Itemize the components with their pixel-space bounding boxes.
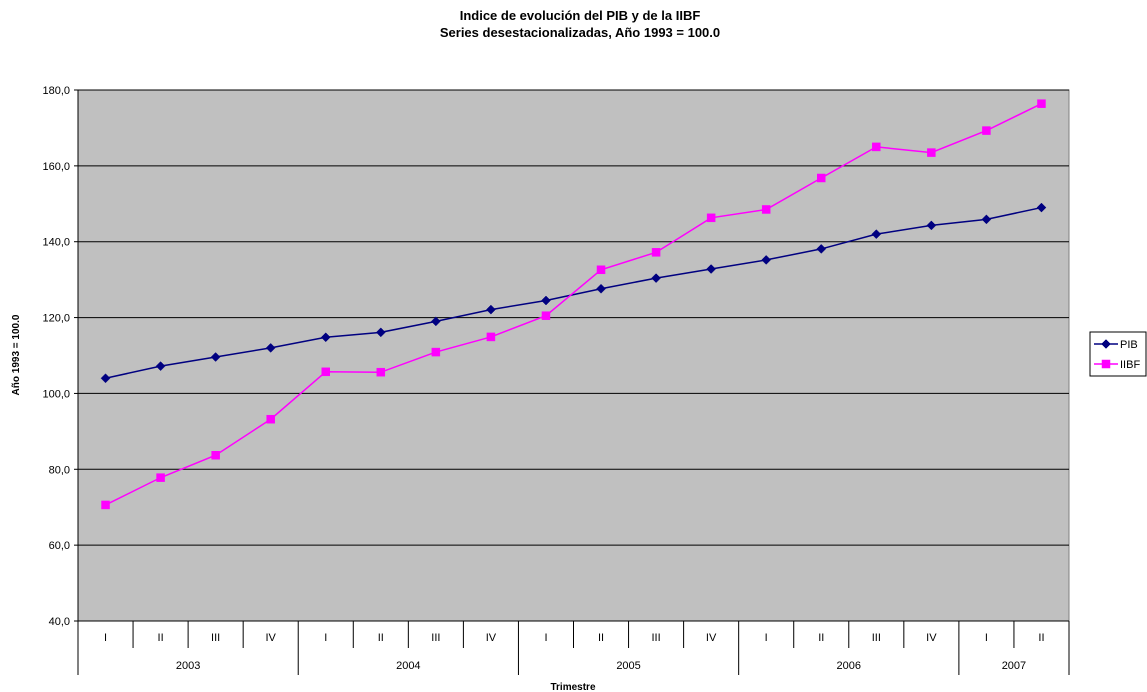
data-point-pib [155,361,166,371]
data-point-iibf [266,414,275,424]
x-axis-title: Trimestre [550,682,595,692]
x-tick-label: II [598,632,604,644]
series-iibf [101,99,1046,510]
data-point-pib [926,220,937,231]
y-tick-label: 60,0 [49,540,70,552]
legend-marker-iibf [1101,359,1111,369]
data-point-iibf [101,500,110,510]
data-point-iibf [651,248,661,257]
data-point-iibf [706,213,716,223]
legend-marker-pib [1101,339,1111,349]
x-tick-label: III [431,632,440,644]
data-point-pib [706,264,716,274]
x-tick-label: II [378,632,384,644]
data-point-pib [541,295,551,306]
y-tick-label: 40,0 [49,616,70,628]
data-point-pib [265,343,276,353]
y-tick-label: 140,0 [42,237,70,249]
year-label: 2003 [176,660,200,672]
chart-title: Indice de evolución del PIB y de la IIBF [460,8,701,23]
legend: PIB IIBF [1089,331,1147,377]
y-axis: 40,0 60,0 80,0 100,0 120,0 140,0 160,0 180,0 [42,85,79,628]
data-point-iibf [872,142,881,152]
data-point-iibf [156,473,165,482]
data-point-pib [375,327,386,338]
y-axis-title: Año 1993 = 100.0 [11,314,22,395]
chart-subtitle: Series desestacionalizadas, Año 1993 = 1… [440,25,720,40]
series-line-iibf [105,102,1042,506]
data-point-iibf [211,451,220,460]
x-tick-label: II [158,632,164,644]
data-point-pib [431,316,441,327]
plot-area [77,89,1070,622]
x-tick-label: IV [486,632,497,644]
data-point-iibf [321,367,330,377]
x-tick-label: III [211,632,220,644]
gridlines [78,89,1069,546]
legend-box [1089,331,1147,377]
data-point-pib [486,304,496,315]
data-point-iibf [761,205,771,214]
year-label: 2006 [837,660,861,672]
data-point-iibf [596,265,606,275]
series [100,99,1047,510]
legend-label-iibf: IIBF [1120,359,1140,371]
y-tick-label: 80,0 [49,464,70,476]
data-point-iibf [817,173,826,183]
year-label: 2005 [616,660,640,672]
data-point-pib [981,214,992,225]
x-tick-label: I [544,632,547,644]
data-point-iibf [486,332,496,342]
data-point-pib [761,255,772,265]
data-point-pib [1036,202,1047,213]
x-tick-label: II [818,632,824,644]
data-point-iibf [1037,99,1046,108]
data-point-pib [816,244,827,254]
x-tick-label: I [765,632,768,644]
x-tick-label: III [651,632,660,644]
data-point-iibf [541,311,551,320]
x-tick-label: III [872,632,881,644]
x-tick-label: IV [926,632,937,644]
x-tick-label: I [985,632,988,644]
data-point-pib [871,229,882,239]
data-point-iibf [982,126,991,135]
series-line-pib [105,206,1042,379]
y-tick-label: 100,0 [42,388,70,400]
series-pib [100,202,1047,384]
year-label: 2007 [1002,660,1026,672]
x-tick-label: II [1038,632,1044,644]
data-point-pib [651,273,661,283]
year-label: 2004 [396,660,420,672]
data-point-iibf [376,367,386,377]
y-tick-label: 160,0 [42,161,70,173]
legend-label-pib: PIB [1120,339,1138,351]
data-point-iibf [927,148,936,157]
x-tick-label: I [104,632,107,644]
y-tick-label: 180,0 [42,85,70,97]
data-point-pib [596,283,606,294]
x-tick-label: IV [265,632,276,644]
data-point-pib [210,352,221,362]
y-tick-label: 120,0 [42,313,70,325]
data-point-pib [100,373,111,384]
x-tick-label: IV [706,632,717,644]
data-point-iibf [431,347,441,357]
x-tick-label: I [324,632,327,644]
data-point-pib [320,332,331,343]
